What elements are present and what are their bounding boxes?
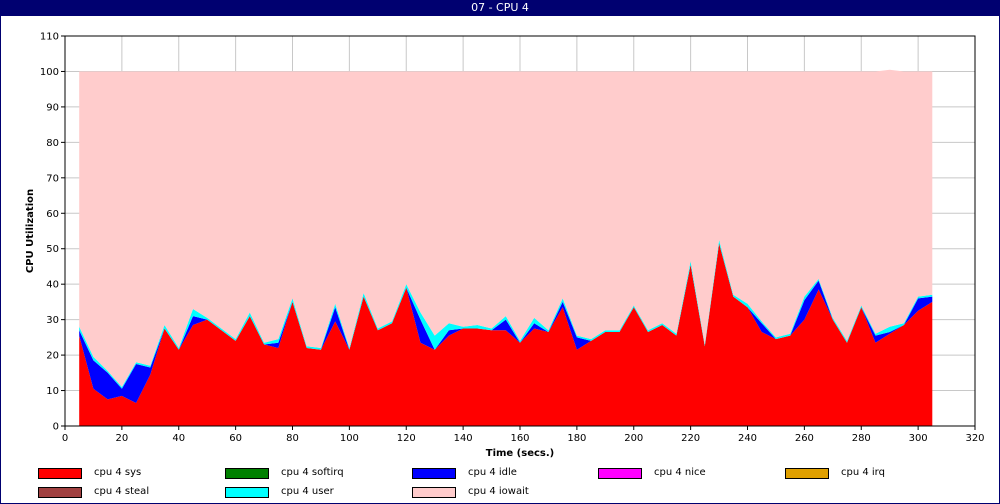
- legend-label: cpu 4 idle: [468, 467, 517, 478]
- legend-swatch: [38, 468, 82, 479]
- y-tick-label: 30: [46, 315, 59, 326]
- x-tick-label: 160: [510, 433, 529, 444]
- x-tick-label: 320: [965, 433, 984, 444]
- legend-swatch: [785, 468, 829, 479]
- legend-label: cpu 4 sys: [94, 467, 142, 478]
- x-tick-label: 80: [286, 433, 299, 444]
- legend-label: cpu 4 iowait: [468, 486, 529, 497]
- x-tick-label: 260: [795, 433, 814, 444]
- x-tick-label: 120: [397, 433, 416, 444]
- x-tick-label: 280: [852, 433, 871, 444]
- legend-label: cpu 4 steal: [94, 486, 150, 497]
- legend-label: cpu 4 irq: [841, 467, 885, 478]
- x-tick-label: 220: [681, 433, 700, 444]
- y-tick-label: 80: [46, 138, 59, 149]
- legend-swatch: [38, 487, 82, 498]
- x-tick-label: 100: [340, 433, 359, 444]
- legend: cpu 4 sys cpu 4 softirq cpu 4 idle cpu 4…: [0, 463, 1000, 503]
- area-cpu-4-iowait: [79, 69, 933, 387]
- y-tick-label: 90: [46, 102, 59, 113]
- legend-swatch: [598, 468, 642, 479]
- y-tick-label: 0: [53, 422, 59, 433]
- x-tick-labels: 0 20 40 60 80 100 120 140 160 180 200 220 240 260 280 3…: [62, 433, 985, 444]
- y-tick-label: 110: [40, 32, 59, 43]
- x-tick-label: 180: [567, 433, 586, 444]
- x-axis-label: Time (secs.): [486, 448, 555, 459]
- y-tick-label: 20: [46, 351, 59, 362]
- area-cpu-4-sys: [79, 243, 933, 426]
- legend-swatch: [412, 468, 456, 479]
- x-tick-label: 20: [116, 433, 129, 444]
- area-cpu-4-user: [79, 239, 933, 389]
- y-tick-labels: 0 10 20 30 40 50 60 70 80 90 100 110: [40, 32, 59, 433]
- y-tick-label: 100: [40, 67, 59, 78]
- legend-label: cpu 4 nice: [654, 467, 706, 478]
- legend-swatch: [225, 468, 269, 479]
- y-axis-label: CPU Utilization: [25, 189, 36, 273]
- window-title: 07 - CPU 4: [0, 0, 1000, 15]
- x-tick-label: 300: [909, 433, 928, 444]
- y-tick-label: 10: [46, 386, 59, 397]
- y-tick-label: 40: [46, 280, 59, 291]
- y-tick-label: 50: [46, 244, 59, 255]
- x-tick-label: 200: [624, 433, 643, 444]
- axes: [61, 35, 976, 430]
- legend-swatch: [225, 487, 269, 498]
- y-tick-label: 70: [46, 173, 59, 184]
- legend-label: cpu 4 softirq: [281, 467, 344, 478]
- stacked-areas: [79, 69, 933, 426]
- x-tick-label: 240: [738, 433, 757, 444]
- x-tick-label: 40: [172, 433, 185, 444]
- y-tick-label: 60: [46, 209, 59, 220]
- area-cpu-4-idle: [79, 243, 933, 403]
- x-tick-label: 60: [229, 433, 242, 444]
- x-tick-label: 140: [454, 433, 473, 444]
- legend-label: cpu 4 user: [281, 486, 334, 497]
- x-tick-label: 0: [62, 433, 68, 444]
- legend-swatch: [412, 487, 456, 498]
